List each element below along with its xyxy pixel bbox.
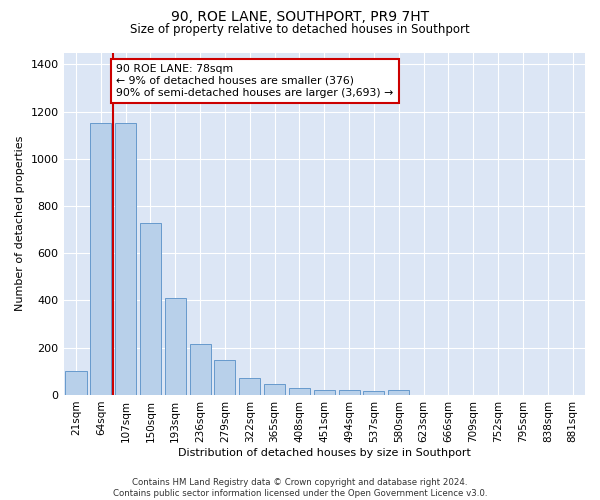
Text: 90, ROE LANE, SOUTHPORT, PR9 7HT: 90, ROE LANE, SOUTHPORT, PR9 7HT — [171, 10, 429, 24]
Bar — [239, 378, 260, 395]
Bar — [364, 392, 385, 395]
Bar — [90, 124, 112, 395]
Bar — [165, 298, 186, 395]
Bar — [314, 390, 335, 395]
Text: 90 ROE LANE: 78sqm
← 9% of detached houses are smaller (376)
90% of semi-detache: 90 ROE LANE: 78sqm ← 9% of detached hous… — [116, 64, 394, 98]
Bar — [65, 372, 86, 395]
Bar — [289, 388, 310, 395]
Bar — [140, 222, 161, 395]
Text: Contains HM Land Registry data © Crown copyright and database right 2024.
Contai: Contains HM Land Registry data © Crown c… — [113, 478, 487, 498]
X-axis label: Distribution of detached houses by size in Southport: Distribution of detached houses by size … — [178, 448, 471, 458]
Bar — [388, 390, 409, 395]
Bar — [264, 384, 285, 395]
Bar — [214, 360, 235, 395]
Y-axis label: Number of detached properties: Number of detached properties — [15, 136, 25, 312]
Bar — [190, 344, 211, 395]
Bar — [115, 124, 136, 395]
Text: Size of property relative to detached houses in Southport: Size of property relative to detached ho… — [130, 22, 470, 36]
Bar — [338, 390, 359, 395]
